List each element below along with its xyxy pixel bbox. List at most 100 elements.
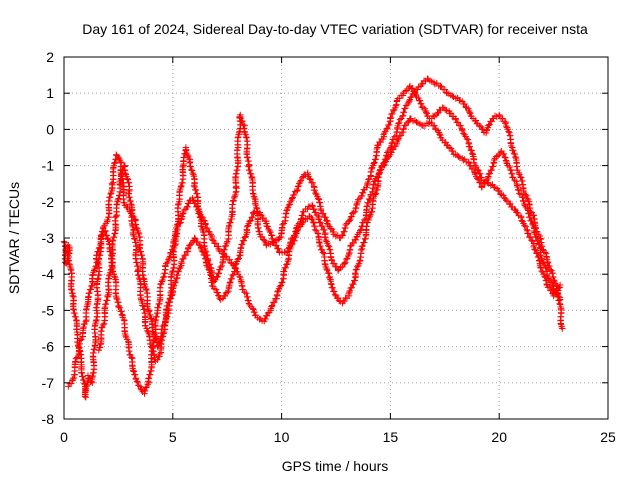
- data-point: [512, 153, 519, 161]
- x-tick-label: 15: [383, 429, 399, 445]
- data-point: [213, 274, 220, 281]
- data-point: [324, 266, 331, 274]
- data-point: [553, 290, 560, 297]
- data-point: [164, 258, 171, 266]
- data-point: [190, 171, 197, 178]
- x-tick-label: 5: [169, 429, 177, 445]
- data-point: [71, 309, 78, 317]
- data-point: [142, 285, 150, 293]
- data-point: [486, 170, 493, 177]
- data-point: [78, 336, 85, 343]
- data-point: [485, 170, 492, 178]
- data-point: [447, 110, 455, 117]
- data-point: [111, 273, 118, 280]
- data-point: [400, 109, 408, 116]
- data-point: [373, 145, 380, 153]
- data-point: [198, 213, 205, 220]
- data-point: [229, 271, 236, 279]
- data-point: [310, 219, 318, 227]
- data-point: [402, 105, 409, 112]
- data-point: [339, 231, 347, 239]
- data-point: [395, 120, 402, 127]
- data-point: [72, 313, 79, 321]
- data-point: [194, 238, 201, 246]
- data-point: [218, 262, 226, 270]
- data-point: [95, 248, 102, 255]
- data-point: [139, 302, 147, 310]
- data-point: [352, 266, 360, 274]
- data-point: [174, 271, 181, 279]
- data-point: [206, 228, 213, 236]
- data-point: [249, 213, 256, 221]
- data-point: [500, 150, 508, 158]
- data-point: [269, 302, 276, 309]
- data-point: [109, 237, 117, 244]
- data-point: [197, 222, 205, 230]
- data-point: [240, 121, 247, 129]
- data-point: [280, 268, 288, 275]
- data-point: [394, 136, 401, 144]
- axis-ticks: 0 5 10 15 20 25 -8 -7 -6 -5 -4 -3 -2 -1 0 1 2: [42, 49, 616, 445]
- data-point: [315, 196, 323, 203]
- y-tick-label: -2: [42, 194, 55, 210]
- data-point: [368, 165, 375, 172]
- data-point: [380, 162, 388, 169]
- data-point: [131, 235, 138, 242]
- data-point: [389, 110, 396, 118]
- data-point: [185, 200, 192, 207]
- data-point: [227, 219, 234, 226]
- data-point: [156, 350, 163, 358]
- data-point: [145, 308, 153, 315]
- data-point: [521, 200, 528, 208]
- data-point: [124, 176, 132, 183]
- data-point: [449, 147, 456, 155]
- data-point: [348, 213, 355, 220]
- data-point: [221, 292, 229, 300]
- data-point: [425, 120, 432, 127]
- data-point: [346, 289, 353, 296]
- data-point: [187, 241, 194, 248]
- data-point: [80, 377, 88, 384]
- data-point: [234, 256, 241, 263]
- data-point: [276, 283, 284, 290]
- data-point: [245, 300, 253, 307]
- data-point: [195, 208, 203, 215]
- data-point: [146, 371, 154, 378]
- data-point: [548, 279, 555, 286]
- data-point: [514, 166, 521, 174]
- data-point: [341, 228, 348, 235]
- data-point: [167, 295, 175, 302]
- data-point: [251, 194, 258, 202]
- data-point: [418, 121, 426, 129]
- data-point: [360, 239, 368, 246]
- data-point: [528, 217, 535, 225]
- data-point: [163, 313, 171, 320]
- data-point: [116, 304, 124, 311]
- data-point: [204, 224, 211, 232]
- data-point: [115, 195, 122, 202]
- data-point: [127, 197, 134, 205]
- data-point: [113, 295, 121, 303]
- data-point: [149, 344, 156, 351]
- data-point: [143, 383, 150, 391]
- data-point: [392, 102, 400, 109]
- data-point: [419, 80, 426, 87]
- data-point: [466, 109, 473, 116]
- data-point: [133, 378, 141, 385]
- data-point: [235, 255, 242, 262]
- data-point: [309, 202, 316, 210]
- data-point: [529, 220, 536, 228]
- data-point: [237, 113, 244, 120]
- data-point: [309, 179, 317, 187]
- y-tick-label: 2: [46, 49, 54, 65]
- data-point: [171, 279, 178, 286]
- data-point: [163, 313, 170, 321]
- data-point: [506, 129, 513, 136]
- data-point: [150, 339, 157, 346]
- data-point: [466, 143, 474, 150]
- data-point: [515, 187, 522, 194]
- data-point: [225, 222, 233, 229]
- data-point: [176, 220, 183, 227]
- data-point: [537, 252, 544, 259]
- data-point: [542, 264, 549, 271]
